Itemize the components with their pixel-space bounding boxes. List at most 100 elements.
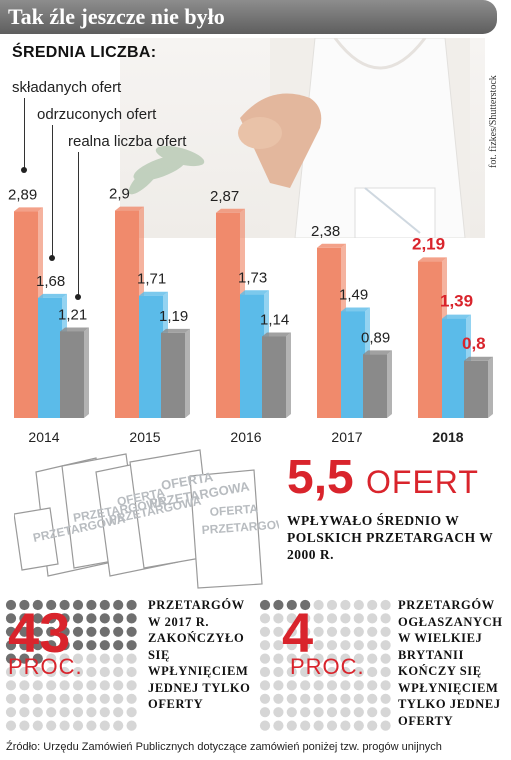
dot-empty <box>19 666 30 678</box>
paper-word-przetarg-5: PRZETARGOWA <box>201 516 279 537</box>
dot-filled <box>273 599 284 611</box>
dot-filled <box>286 599 297 611</box>
bar-2018-rejected <box>442 318 466 418</box>
stat-43-unit: PROC. <box>8 654 83 679</box>
dot-empty <box>353 653 364 664</box>
dot-empty <box>300 613 311 624</box>
bar-2018-submitted <box>418 261 442 418</box>
dot-filled <box>126 640 137 651</box>
dot-empty <box>286 720 297 731</box>
dot-filled <box>19 653 30 664</box>
dot-filled <box>5 626 17 637</box>
dot-empty <box>367 693 378 704</box>
dot-empty <box>59 653 70 664</box>
dot-empty <box>313 680 324 691</box>
dot-filled <box>126 599 137 611</box>
dot-filled <box>32 599 43 611</box>
bar-top-2015-s2 <box>161 328 190 333</box>
dot-empty <box>72 680 84 691</box>
dot-empty <box>353 599 364 611</box>
dot-filled <box>5 640 17 651</box>
dot-empty <box>273 613 284 624</box>
dot-filled <box>99 640 110 651</box>
stat-4-unit: PROC. <box>290 654 365 679</box>
dot-empty <box>380 693 391 704</box>
dot-empty <box>86 666 97 678</box>
dot-empty <box>5 693 17 704</box>
dot-empty <box>273 720 284 731</box>
dot-empty <box>5 707 17 718</box>
leader-line-submitted <box>24 98 25 170</box>
dot-filled <box>126 626 137 637</box>
bar-top-2016-s2 <box>262 332 291 337</box>
dot-filled <box>113 626 124 637</box>
dot-empty <box>126 653 137 664</box>
dot-empty <box>326 653 338 664</box>
dot-empty <box>59 680 70 691</box>
bar-value-label-2016-s2: 1,14 <box>260 311 289 328</box>
dot-empty <box>313 707 324 718</box>
dot-empty <box>353 693 364 704</box>
bar-side-2014-s2 <box>84 327 89 418</box>
bar-top-2015-s0 <box>115 206 144 211</box>
dot-empty <box>126 680 137 691</box>
stat-4-description: PRZETARGÓW OGŁASZANYCH W WIELKIEJ BRYTAN… <box>398 598 503 728</box>
dot-empty <box>340 707 351 718</box>
dot-empty <box>19 720 30 731</box>
dot-empty <box>353 707 364 718</box>
leader-dot-submitted <box>21 167 27 173</box>
title-bar: Tak źle jeszcze nie było <box>0 0 497 34</box>
dot-empty <box>300 626 311 637</box>
dot-empty <box>300 680 311 691</box>
source-note: Źródło: Urzędu Zamówień Publicznych doty… <box>6 741 442 753</box>
dot-filled <box>113 599 124 611</box>
dot-empty <box>353 613 364 624</box>
dot-empty <box>300 693 311 704</box>
dot-empty <box>286 707 297 718</box>
dot-filled <box>113 613 124 624</box>
dot-empty <box>86 653 97 664</box>
dot-empty <box>326 680 338 691</box>
dot-empty <box>273 680 284 691</box>
dot-empty <box>353 626 364 637</box>
dot-empty <box>326 720 338 731</box>
x-tick-label-2018: 2018 <box>432 429 463 445</box>
dot-filled <box>46 640 57 651</box>
dot-empty <box>313 653 324 664</box>
dot-empty <box>300 640 311 651</box>
bar-value-label-2016-s1: 1,73 <box>238 269 267 286</box>
dot-empty <box>353 640 364 651</box>
dot-empty <box>113 680 124 691</box>
dot-empty <box>32 680 43 691</box>
dot-empty <box>340 626 351 637</box>
dot-filled <box>46 626 57 637</box>
dot-empty <box>59 666 70 678</box>
leader-dot-rejected <box>49 255 55 261</box>
bar-top-2017-s2 <box>363 350 392 355</box>
dot-filled <box>19 626 30 637</box>
dot-empty <box>32 666 43 678</box>
dot-empty <box>367 599 378 611</box>
bar-top-2018-s2 <box>464 356 493 361</box>
dot-empty <box>273 626 284 637</box>
dot-empty <box>367 626 378 637</box>
dot-empty <box>380 653 391 664</box>
dot-empty <box>113 693 124 704</box>
dot-empty <box>32 693 43 704</box>
offers-2000-description: WPŁYWAŁO ŚREDNIO W POLSKICH PRZETARGACH … <box>287 513 494 562</box>
dot-filled <box>5 613 17 624</box>
bar-value-label-2015-s0: 2,9 <box>109 186 130 203</box>
dot-empty <box>380 707 391 718</box>
x-tick-label-2017: 2017 <box>331 429 362 445</box>
bar-chart: 2,89 1,68 1,21 2014 2,9 1,71 1,19 2015 2,87 1,73 1… <box>8 186 493 445</box>
dot-empty <box>5 666 17 678</box>
background-photo <box>120 37 485 239</box>
dot-empty <box>59 693 70 704</box>
dot-filled <box>32 626 43 637</box>
dot-empty <box>380 613 391 624</box>
bar-2014-real <box>60 331 84 418</box>
dot-empty <box>273 707 284 718</box>
dot-empty <box>340 653 351 664</box>
bar-value-label-2015-s2: 1,19 <box>159 308 188 325</box>
bar-value-label-2014-s2: 1,21 <box>58 306 87 323</box>
